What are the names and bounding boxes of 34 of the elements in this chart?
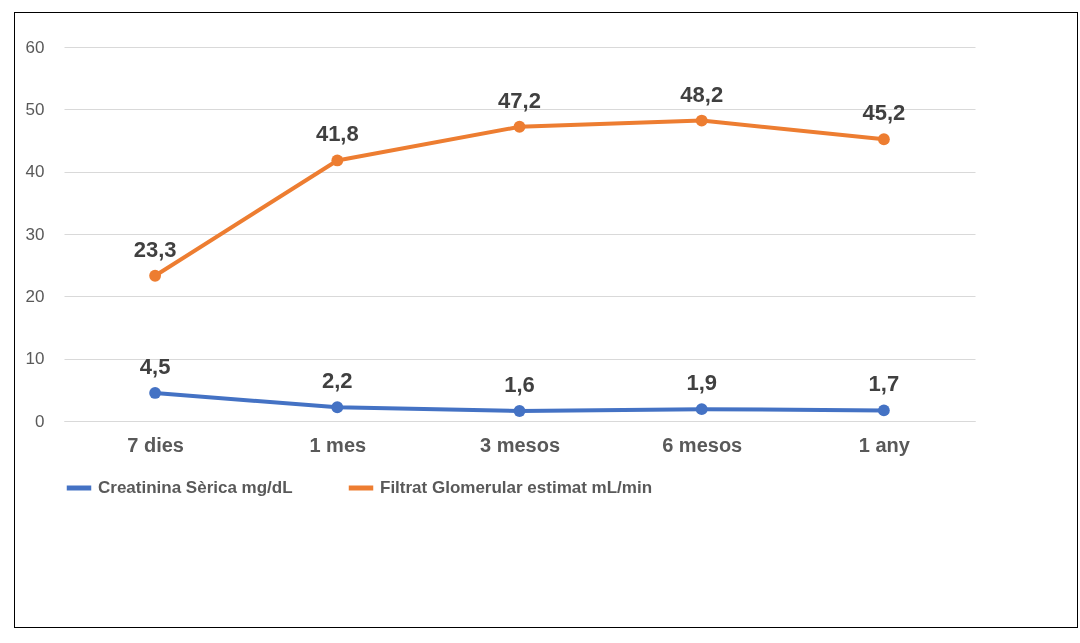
point bbox=[513, 405, 526, 417]
x-tick-label: 1 mes bbox=[309, 433, 367, 456]
data-label: 41,8 bbox=[315, 121, 359, 147]
y-tick-label: 10 bbox=[25, 349, 45, 369]
point bbox=[149, 387, 162, 399]
y-tick-label: 50 bbox=[25, 99, 45, 119]
data-label: 1,7 bbox=[868, 371, 900, 397]
x-tick-label: 3 mesos bbox=[479, 433, 561, 456]
y-tick-label: 40 bbox=[25, 162, 45, 182]
point bbox=[513, 120, 526, 133]
y-tick-label: 60 bbox=[25, 37, 45, 57]
point bbox=[695, 403, 708, 416]
point bbox=[331, 401, 344, 414]
data-label: 47,2 bbox=[498, 87, 541, 113]
legend-label: Filtrat Glomerular estimat mL/min bbox=[380, 478, 653, 497]
x-tick-label: 6 mesos bbox=[662, 433, 743, 456]
data-label: 48,2 bbox=[680, 81, 724, 107]
data-label: 2,2 bbox=[322, 368, 353, 394]
y-tick-label: 0 bbox=[35, 411, 45, 431]
y-tick-label: 30 bbox=[25, 224, 45, 244]
data-label: 1,9 bbox=[686, 370, 717, 396]
data-label: 45,2 bbox=[862, 100, 906, 126]
data-label: 4,5 bbox=[139, 353, 171, 379]
point bbox=[877, 133, 890, 146]
point bbox=[695, 114, 708, 127]
legend-label: Creatinina Sèrica mg/dL bbox=[98, 478, 293, 497]
x-tick-label: 1 any bbox=[858, 433, 911, 456]
data-label: 1,6 bbox=[504, 372, 535, 398]
data-label: 23,3 bbox=[133, 236, 177, 262]
y-tick-label: 20 bbox=[25, 286, 45, 306]
point bbox=[149, 269, 162, 282]
point bbox=[877, 404, 890, 417]
x-tick-label: 7 dies bbox=[127, 433, 184, 456]
point bbox=[331, 154, 344, 167]
